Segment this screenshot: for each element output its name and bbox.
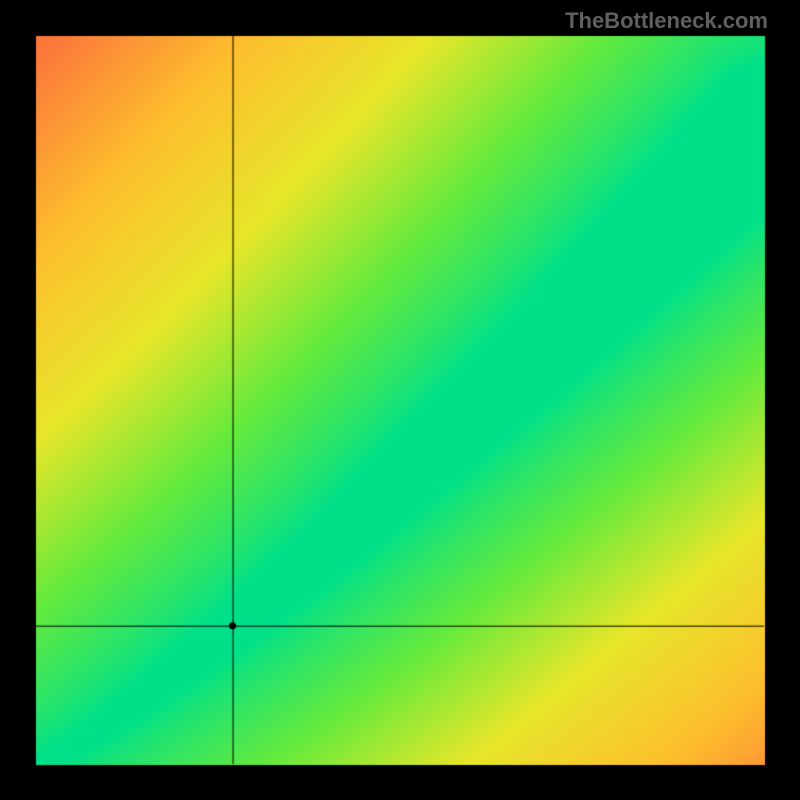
watermark-text: TheBottleneck.com [565, 8, 768, 34]
bottleneck-heatmap [0, 0, 800, 800]
chart-container: TheBottleneck.com [0, 0, 800, 800]
